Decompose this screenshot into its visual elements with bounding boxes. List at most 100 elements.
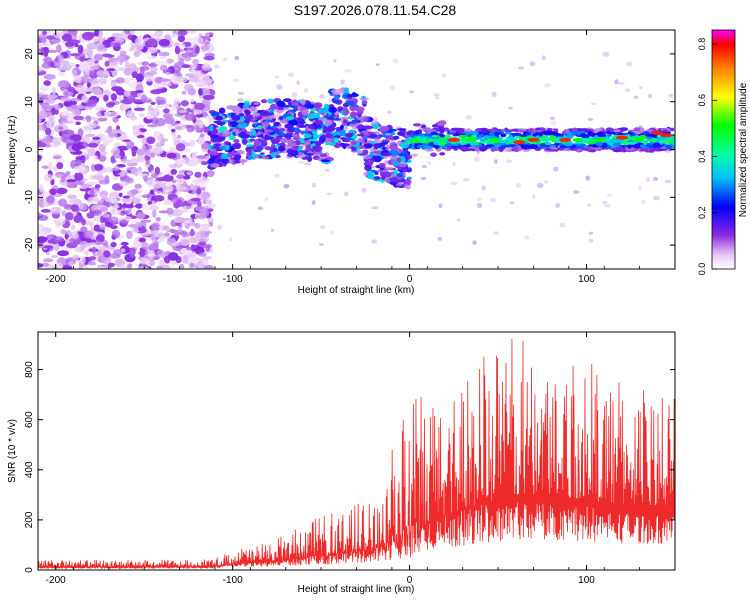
spectrogram-cell: [95, 199, 104, 203]
spectrogram-cell: [58, 71, 66, 77]
spectrogram-cell: [254, 139, 260, 146]
spectrogram-cell: [257, 125, 262, 130]
spectrogram-cell: [529, 61, 536, 67]
spectrogram-cell: [38, 43, 43, 49]
spectrogram-cell: [218, 107, 226, 114]
spectrogram-cell: [393, 135, 400, 140]
spectrogram-cell: [286, 139, 293, 144]
spectrogram-cell: [177, 35, 186, 43]
spectrogram-cell: [361, 187, 367, 193]
spectrogram-cell: [395, 182, 403, 186]
spectrogram-cell: [319, 94, 325, 99]
spectrogram-cell: [528, 128, 535, 134]
spectrogram-cell: [133, 107, 145, 112]
spectrogram-cell: [346, 94, 355, 98]
colorbar-tick-label: 0.8: [697, 38, 707, 51]
spectrogram-cell: [67, 261, 75, 266]
spectrogram-xlabel: Height of straight line (km): [298, 285, 415, 296]
spectrogram-cell: [470, 131, 479, 135]
spectrogram-cell: [96, 70, 108, 76]
spectrogram-cell: [170, 169, 178, 175]
spectrogram-cell: [311, 130, 318, 135]
spectrogram-cell: [171, 199, 176, 204]
spectrogram-cell: [121, 197, 130, 203]
spectrogram-cell: [43, 258, 54, 263]
spectrogram-cell: [349, 105, 357, 112]
colorbar-tick-label: 0.2: [697, 207, 707, 220]
spectrogram-cell: [264, 129, 274, 133]
spectrogram-cell: [38, 97, 44, 105]
spectrogram-cell: [634, 137, 645, 142]
spectrogram-cell: [70, 203, 79, 212]
spectrogram-cell: [120, 154, 125, 160]
spectrogram-cell: [206, 170, 215, 178]
spectrogram-cell: [277, 146, 286, 152]
snr-ytick-label: 600: [24, 411, 35, 428]
spectrogram-cell: [201, 191, 211, 200]
spectrogram-cell: [120, 248, 126, 253]
spectrogram-cell: [120, 159, 131, 163]
spectrogram-cell: [124, 60, 130, 68]
spectrogram-cell: [74, 43, 79, 48]
spectrogram-cell: [69, 39, 81, 44]
spectrogram-cell: [343, 119, 348, 124]
spectrogram-cell: [46, 35, 55, 40]
spectrogram-cell: [129, 249, 136, 258]
spectrogram-cell: [625, 88, 631, 93]
spectrogram-cell: [141, 242, 149, 250]
spectrogram-cell: [543, 130, 554, 134]
spectrogram-cell: [116, 95, 123, 101]
spectrogram-cell: [246, 149, 253, 154]
spectrogram-cell: [378, 162, 386, 168]
spectrogram-cell: [450, 181, 458, 186]
spectrogram-cell: [190, 98, 195, 103]
spectrogram-cell: [53, 243, 60, 252]
spectrogram-cell: [134, 203, 144, 209]
spectrogram-cell: [156, 105, 164, 109]
spectrogram-cell: [104, 111, 112, 115]
spectrogram-cell: [198, 176, 208, 184]
spectrogram-cell: [344, 69, 352, 73]
spectrogram-cell: [278, 143, 286, 146]
spectrogram-cell: [447, 137, 460, 142]
spectrogram-cell: [602, 201, 608, 204]
spectrogram-cell: [421, 137, 428, 142]
spectrogram-cell: [38, 66, 43, 73]
spectrogram-cell: [393, 169, 398, 175]
spectrogram-cell: [169, 164, 177, 169]
spectrogram-cell: [144, 144, 153, 150]
spectrogram-cell: [50, 206, 61, 215]
spectrogram-cell: [126, 166, 137, 171]
spectrogram-cell: [38, 155, 43, 160]
spectrogram-ytick-label: 10: [24, 96, 35, 108]
spectrogram-cell: [40, 209, 51, 213]
spectrogram-cell: [604, 203, 611, 208]
spectrogram-cell: [155, 216, 161, 222]
spectrogram-cell: [524, 235, 530, 240]
spectrogram-cell: [217, 136, 226, 142]
spectrogram-cell: [333, 88, 343, 95]
spectrogram-cell: [94, 184, 101, 189]
spectrogram-cell: [210, 163, 220, 168]
spectrogram-cell: [384, 166, 394, 170]
spectrogram-cell: [660, 146, 667, 150]
spectrogram-cell: [125, 209, 132, 214]
spectrogram-cell: [528, 144, 538, 149]
spectrogram-cell: [185, 30, 197, 35]
spectrogram-cell: [342, 143, 350, 147]
spectrogram-cell: [389, 160, 397, 166]
spectrogram-cell: [645, 129, 653, 132]
spectrogram-cell: [179, 237, 191, 246]
spectrogram-cell: [54, 63, 60, 67]
spectrogram-cell: [213, 143, 222, 147]
spectrogram-cell: [87, 196, 95, 204]
spectrogram-cell: [113, 154, 121, 159]
spectrogram-cell: [333, 95, 339, 101]
spectrogram-cell: [241, 138, 248, 145]
spectrogram-cell: [129, 30, 135, 35]
spectrogram-cell: [389, 141, 397, 146]
spectrogram-cell: [110, 225, 118, 230]
spectrogram-cell: [422, 164, 427, 169]
